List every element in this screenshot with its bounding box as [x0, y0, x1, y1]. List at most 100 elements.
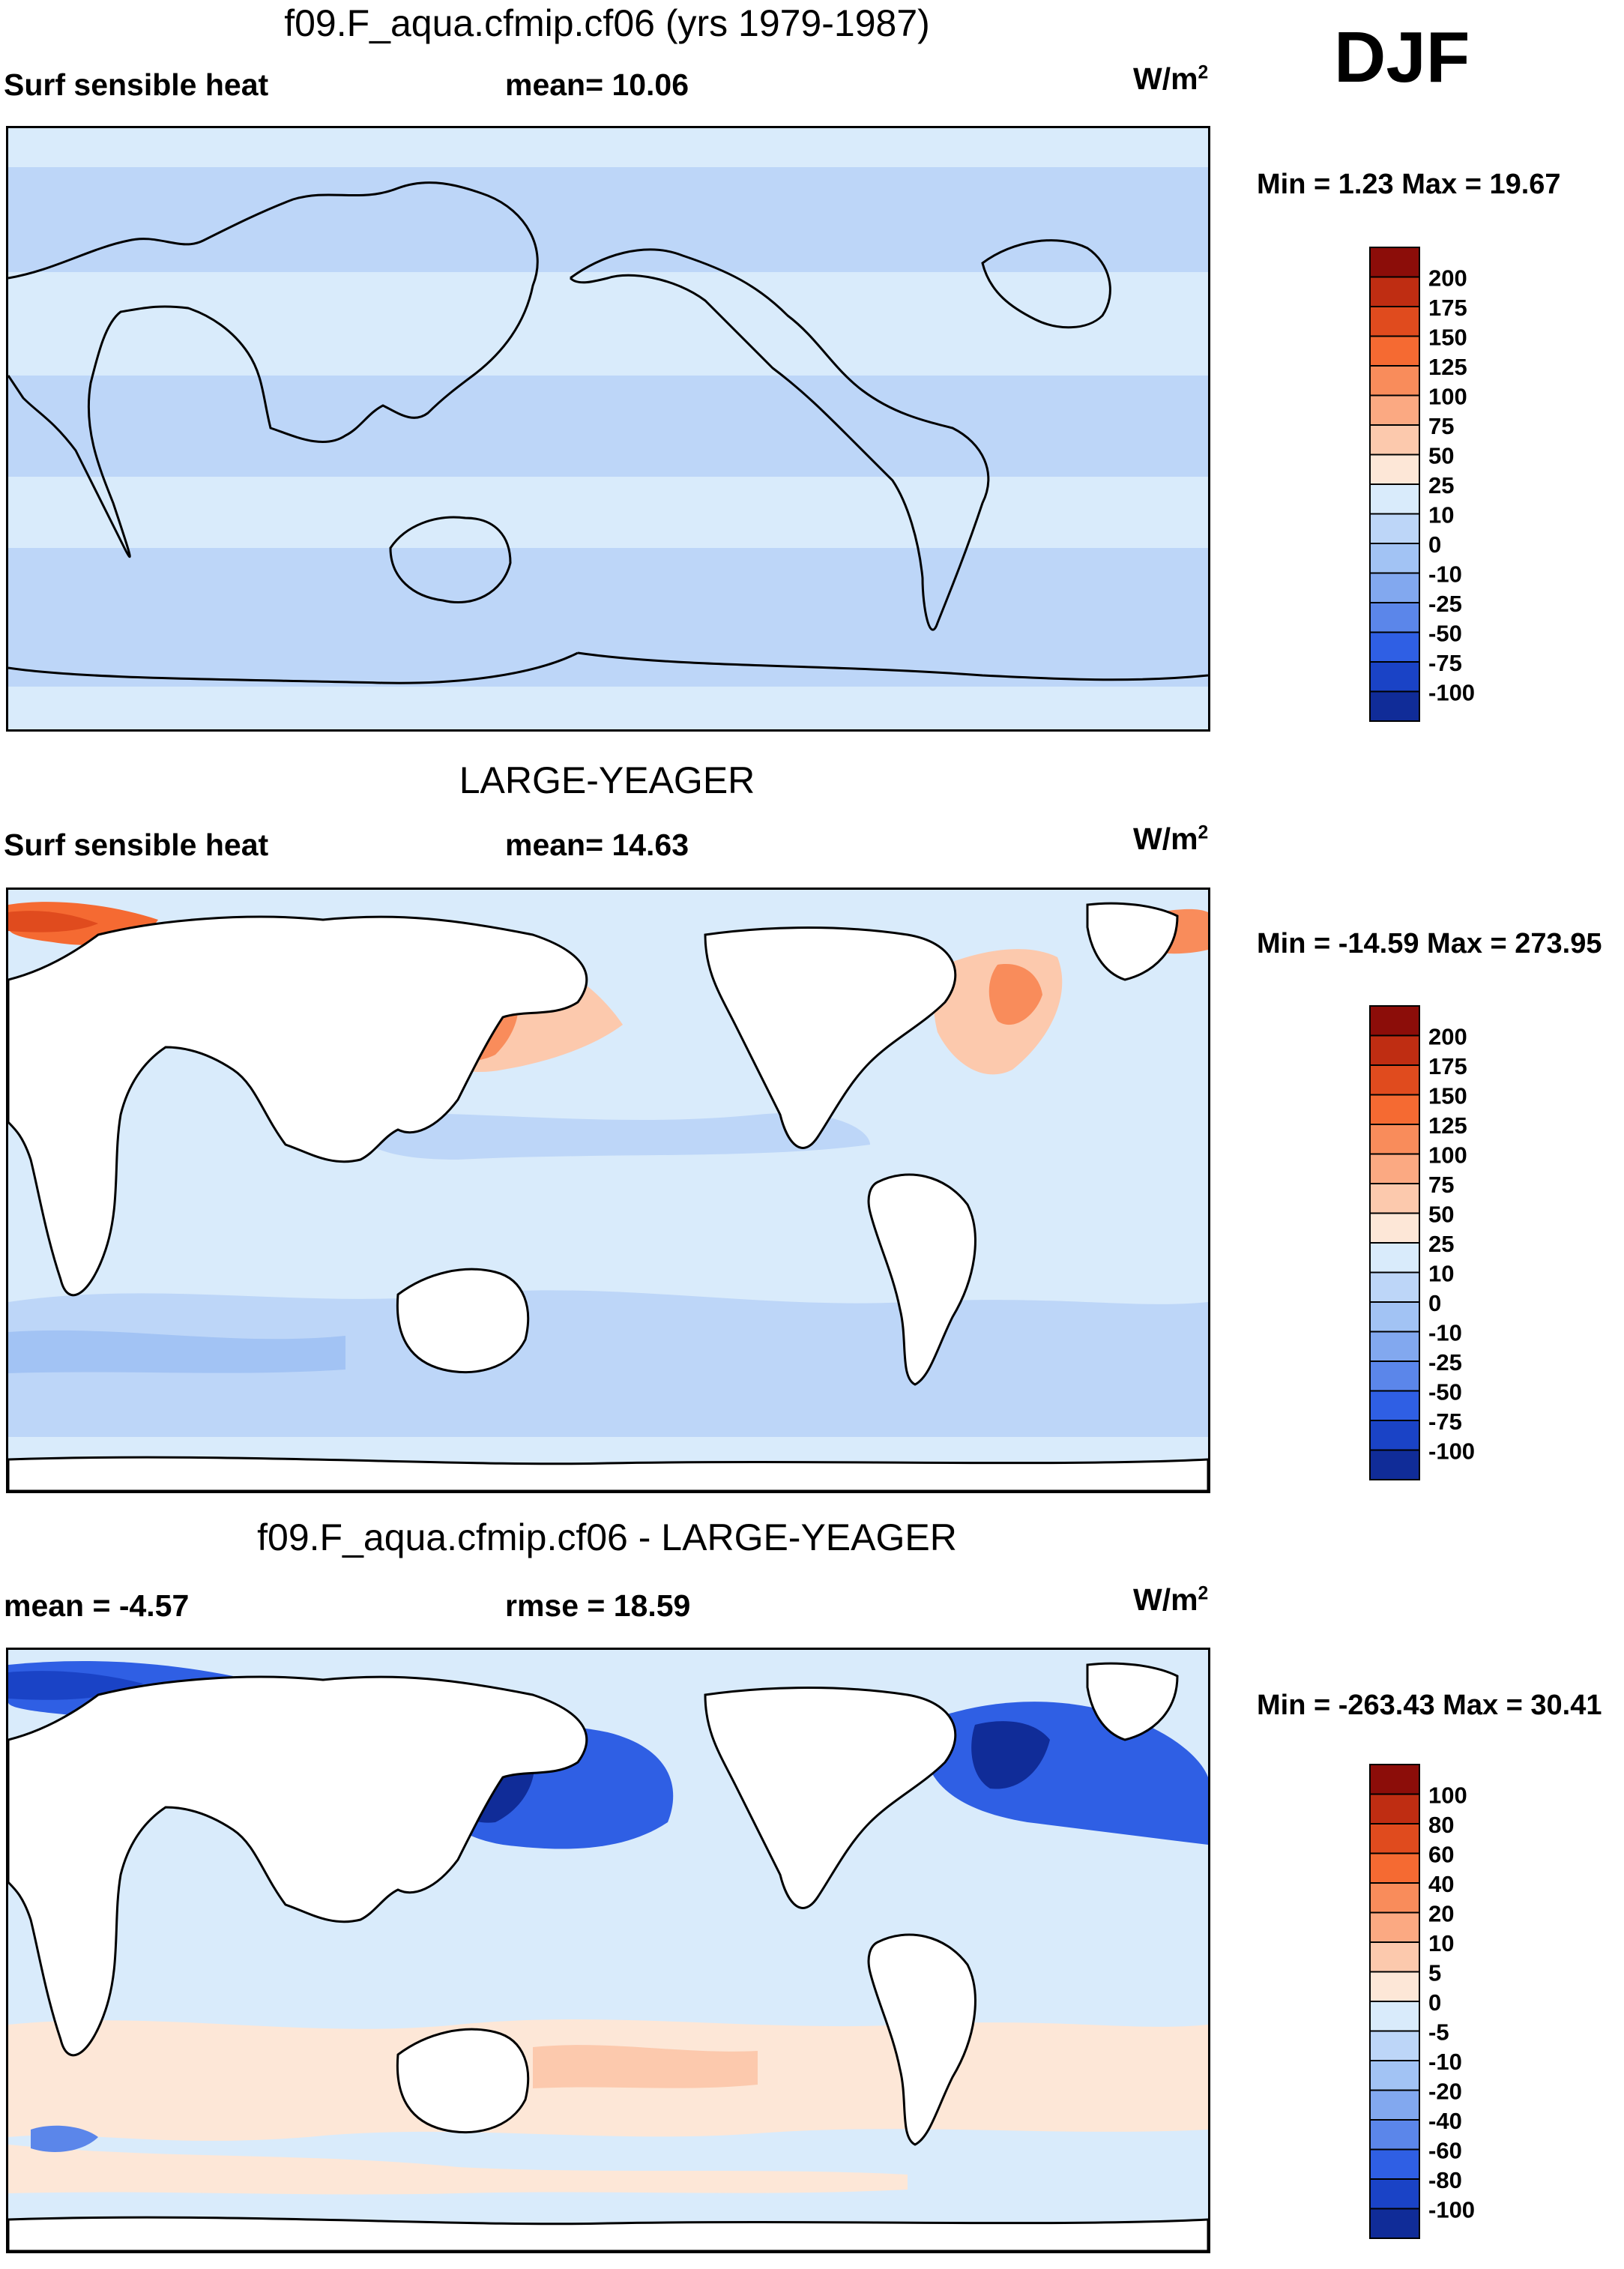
colorbar-tick-label: 5: [1428, 1960, 1441, 1986]
colorbar-tick-label: 25: [1428, 472, 1454, 498]
colorbar-tick-label: 50: [1428, 1202, 1454, 1228]
colorbar-tick-label: 100: [1428, 1142, 1467, 1169]
colorbar-box: [1369, 424, 1420, 456]
colorbar-tick-label: -100: [1428, 680, 1475, 706]
colorbar-box: [1369, 1911, 1420, 1943]
colorbar-tick-label: -5: [1428, 2019, 1449, 2046]
map-plot: [6, 888, 1210, 1493]
colorbar-tick-label: 50: [1428, 443, 1454, 469]
colorbar: 200 175 150 125 100 75 50 25 10 0 -10 -25 -50 -75 -100: [1369, 1004, 1497, 1484]
panel-observation: LARGE-YEAGER Surf sensible heat mean= 14…: [0, 759, 1624, 1512]
colorbar: 200 175 150 125 100 75 50 25 10 0 -10 -25 -50 -75 -100: [1369, 246, 1497, 726]
colorbar-tick-label: 0: [1428, 1290, 1441, 1316]
colorbar-box: [1369, 394, 1420, 426]
colorbar-box: [1369, 2148, 1420, 2180]
panel-title: LARGE-YEAGER: [459, 759, 755, 801]
colorbar-box: [1369, 483, 1420, 515]
colorbar-tick-label: -100: [1428, 2197, 1475, 2223]
colorbar-tick-label: 100: [1428, 384, 1467, 410]
colorbar-box: [1369, 1390, 1420, 1421]
colorbar-box: [1369, 661, 1420, 693]
mean-label: mean = -4.57: [4, 1588, 190, 1623]
colorbar-tick-label: -10: [1428, 561, 1462, 588]
colorbar-box: [1369, 247, 1420, 278]
colorbar-tick-label: 125: [1428, 1112, 1467, 1139]
colorbar-box: [1369, 1971, 1420, 2002]
colorbar-tick-label: -10: [1428, 2049, 1462, 2075]
colorbar-box: [1369, 2030, 1420, 2061]
colorbar-tick-label: 175: [1428, 1053, 1467, 1079]
panel-title: f09.F_aqua.cfmip.cf06 (yrs 1979-1987): [284, 2, 930, 44]
colorbar-box: [1369, 1183, 1420, 1214]
map-plot: [6, 126, 1210, 732]
colorbar-tick-label: 100: [1428, 1783, 1467, 1809]
unit-label: W/m2: [1133, 61, 1209, 96]
zonal-band-tropics: [8, 376, 1208, 477]
colorbar-tick-label: 150: [1428, 325, 1467, 351]
colorbar-tick-label: 20: [1428, 1901, 1454, 1927]
colorbar-tick-label: -60: [1428, 2138, 1462, 2164]
colorbar-box: [1369, 631, 1420, 663]
colorbar-tick-label: 75: [1428, 1172, 1454, 1198]
colorbar-box: [1369, 1034, 1420, 1066]
panel-difference: f09.F_aqua.cfmip.cf06 - LARGE-YEAGER mea…: [0, 1516, 1624, 2269]
colorbar-box: [1369, 572, 1420, 603]
colorbar-tick-label: 40: [1428, 1871, 1454, 1897]
colorbar-tick-label: 125: [1428, 354, 1467, 380]
colorbar-box: [1369, 1271, 1420, 1303]
colorbar-box: [1369, 602, 1420, 633]
land-masses: [8, 902, 1208, 1491]
colorbar-tick-label: 10: [1428, 1930, 1454, 1956]
colorbar-box: [1369, 1852, 1420, 1884]
colorbar-tick-label: -50: [1428, 621, 1462, 647]
variable-label: Surf sensible heat: [4, 828, 269, 862]
colorbar-box: [1369, 2178, 1420, 2210]
mean-label: mean= 10.06: [505, 67, 689, 102]
colorbar-tick-label: -40: [1428, 2108, 1462, 2134]
colorbar-box: [1369, 2060, 1420, 2091]
colorbar-box: [1369, 1361, 1420, 1392]
variable-label: Surf sensible heat: [4, 67, 269, 102]
colorbar-box: [1369, 1823, 1420, 1854]
colorbar-box: [1369, 454, 1420, 485]
mean-label: mean= 14.63: [505, 828, 689, 862]
colorbar-tick-label: -25: [1428, 591, 1462, 617]
colorbar-tick-label: -80: [1428, 2167, 1462, 2193]
colorbar-tick-label: -25: [1428, 1349, 1462, 1375]
map-plot: [6, 1648, 1210, 2253]
colorbar-box: [1369, 1331, 1420, 1362]
colorbar-tick-label: -10: [1428, 1320, 1462, 1346]
colorbar-box: [1369, 1153, 1420, 1184]
unit-label: W/m2: [1133, 822, 1209, 856]
colorbar-tick-label: 60: [1428, 1842, 1454, 1868]
zonal-band-north: [8, 167, 1208, 272]
min-max-label: Min = 1.23 Max = 19.67: [1257, 169, 1561, 200]
min-max-label: Min = -14.59 Max = 273.95: [1257, 928, 1602, 959]
colorbar-box: [1369, 1212, 1420, 1244]
colorbar-box: [1369, 1449, 1420, 1480]
panel-model: f09.F_aqua.cfmip.cf06 (yrs 1979-1987) Su…: [0, 0, 1624, 753]
colorbar-box: [1369, 1094, 1420, 1125]
panel-title: f09.F_aqua.cfmip.cf06 - LARGE-YEAGER: [257, 1516, 957, 1558]
colorbar-box: [1369, 1793, 1420, 1824]
colorbar-tick-label: 10: [1428, 1261, 1454, 1287]
colorbar-tick-label: -20: [1428, 2079, 1462, 2105]
colorbar-box: [1369, 276, 1420, 307]
colorbar-tick-label: 200: [1428, 1024, 1467, 1050]
season-label: DJF: [1334, 17, 1470, 97]
colorbar-box: [1369, 2119, 1420, 2151]
colorbar-box: [1369, 543, 1420, 574]
unit-label: W/m2: [1133, 1582, 1209, 1617]
coastlines: [8, 181, 1208, 684]
colorbar-tick-label: -75: [1428, 1408, 1462, 1435]
colorbar-tick-label: 200: [1428, 265, 1467, 292]
land-masses: [8, 1662, 1208, 2251]
colorbar-tick-label: 175: [1428, 295, 1467, 321]
colorbar-box: [1369, 335, 1420, 367]
colorbar-tick-label: -75: [1428, 650, 1462, 676]
colorbar-box: [1369, 1764, 1420, 1795]
rmse-label: rmse = 18.59: [505, 1588, 691, 1623]
colorbar-box: [1369, 1882, 1420, 1914]
colorbar-box: [1369, 2089, 1420, 2121]
colorbar-tick-label: 75: [1428, 413, 1454, 439]
